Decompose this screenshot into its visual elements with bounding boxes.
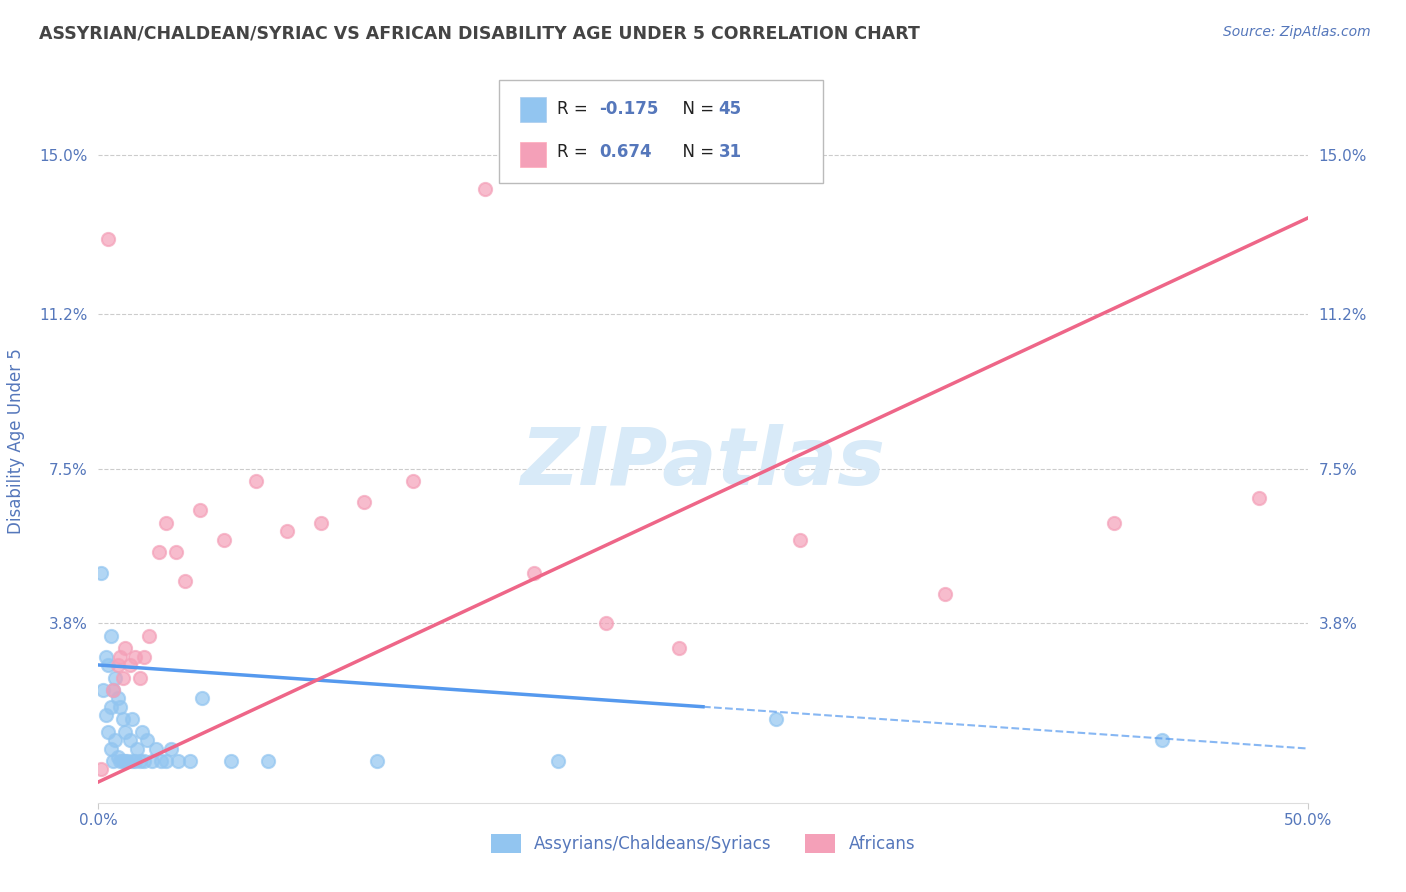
Point [934,587,956,601]
Point [101,683,124,698]
Point [121,754,143,768]
Point [114,754,136,768]
Point [221,754,243,768]
Point [474,182,496,196]
Point [111,754,134,768]
Point [108,649,131,664]
Point [789,533,811,547]
Point [124,754,146,768]
Point [167,754,190,768]
Point [121,712,143,726]
Point [212,533,235,547]
Point [107,749,129,764]
Text: 0.674: 0.674 [599,144,651,161]
Point [141,754,163,768]
Point [155,516,177,530]
Text: 31: 31 [718,144,741,161]
Point [595,616,617,631]
Point [174,574,197,589]
Point [108,699,131,714]
Point [101,754,124,768]
Point [523,566,546,580]
Point [309,516,332,530]
Point [165,545,187,559]
Point [118,657,141,672]
Point [118,733,141,747]
Point [91,683,114,698]
Text: Source: ZipAtlas.com: Source: ZipAtlas.com [1223,25,1371,39]
Point [100,629,122,643]
Point [114,641,136,656]
Point [100,699,122,714]
Point [1152,733,1174,747]
Point [245,474,267,488]
Point [108,754,131,768]
Text: 45: 45 [718,100,741,118]
Point [179,754,201,768]
Point [111,671,134,685]
Point [353,495,375,509]
Point [90,763,112,777]
Point [135,733,157,747]
Point [155,754,177,768]
Point [1102,516,1125,530]
Point [276,524,298,539]
Text: -0.175: -0.175 [599,100,658,118]
Point [114,724,136,739]
Point [668,641,690,656]
Point [160,741,183,756]
Text: N =: N = [672,144,720,161]
Text: ASSYRIAN/CHALDEAN/SYRIAC VS AFRICAN DISABILITY AGE UNDER 5 CORRELATION CHART: ASSYRIAN/CHALDEAN/SYRIAC VS AFRICAN DISA… [39,25,921,43]
Point [366,754,388,768]
Point [1249,491,1271,505]
Text: R =: R = [557,100,593,118]
Point [94,708,117,723]
Point [765,712,787,726]
Point [145,741,167,756]
Point [97,232,120,246]
Point [124,649,146,664]
Point [138,629,160,643]
Point [100,741,122,756]
Point [107,691,129,706]
Text: ZIPatlas: ZIPatlas [520,425,886,502]
Point [188,503,211,517]
Point [111,712,134,726]
Point [90,566,112,580]
Point [97,657,120,672]
Point [402,474,425,488]
Point [148,545,170,559]
Point [134,754,156,768]
Point [547,754,569,768]
Point [128,671,150,685]
Point [128,754,150,768]
Point [191,691,214,706]
Point [256,754,278,768]
Text: N =: N = [672,100,720,118]
Point [131,724,153,739]
Point [127,741,149,756]
Text: R =: R = [557,144,593,161]
Y-axis label: Disability Age Under 5: Disability Age Under 5 [7,349,25,534]
Point [134,649,156,664]
Legend: Assyrians/Chaldeans/Syriacs, Africans: Assyrians/Chaldeans/Syriacs, Africans [484,827,922,860]
Point [104,733,127,747]
Point [117,754,139,768]
Point [107,657,129,672]
Point [94,649,117,664]
Point [104,671,127,685]
Point [101,683,124,698]
Point [150,754,173,768]
Point [97,724,120,739]
